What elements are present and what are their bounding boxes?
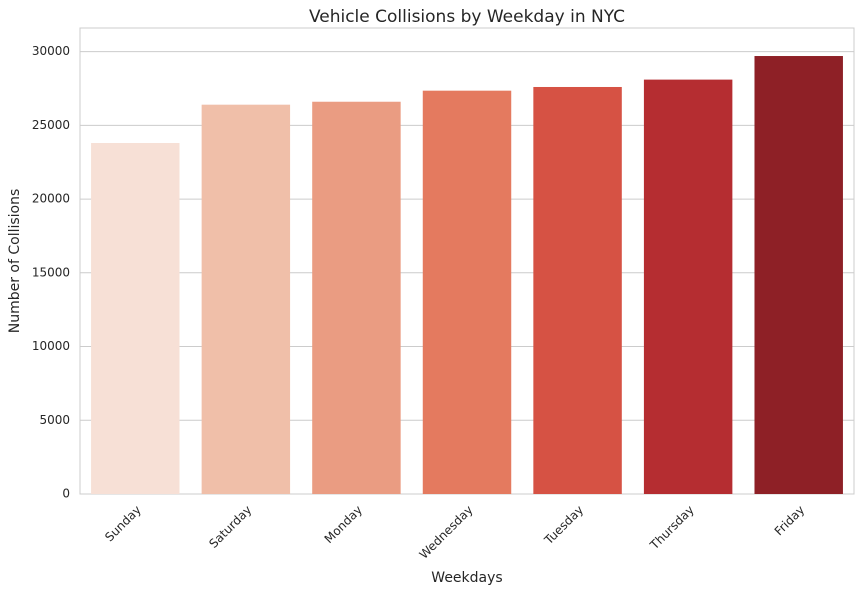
x-tick-label: Tuesday <box>541 503 586 548</box>
x-tick-label: Sunday <box>102 503 144 545</box>
x-axis-label: Weekdays <box>431 570 502 586</box>
y-tick-label: 5000 <box>39 413 70 427</box>
chart-title: Vehicle Collisions by Weekday in NYC <box>309 7 625 27</box>
x-tick-label: Saturday <box>206 503 254 551</box>
bar <box>533 86 622 495</box>
y-tick-label: 30000 <box>32 44 70 58</box>
x-tick-label: Thursday <box>647 503 697 553</box>
x-tick-label: Wednesday <box>417 503 476 562</box>
bar <box>643 79 733 494</box>
bar <box>312 101 401 494</box>
y-tick-label: 25000 <box>32 118 70 132</box>
y-tick-label: 10000 <box>32 339 70 353</box>
bar <box>754 56 843 495</box>
bar <box>91 143 180 494</box>
bar <box>201 104 291 495</box>
y-tick-label: 20000 <box>32 192 70 206</box>
x-tick-label: Monday <box>322 503 365 546</box>
x-tick-label: Friday <box>772 503 808 539</box>
y-tick-label: 15000 <box>32 265 70 279</box>
y-axis-label: Number of Collisions <box>7 189 23 334</box>
bar <box>422 90 512 495</box>
y-tick-label: 0 <box>62 487 70 501</box>
